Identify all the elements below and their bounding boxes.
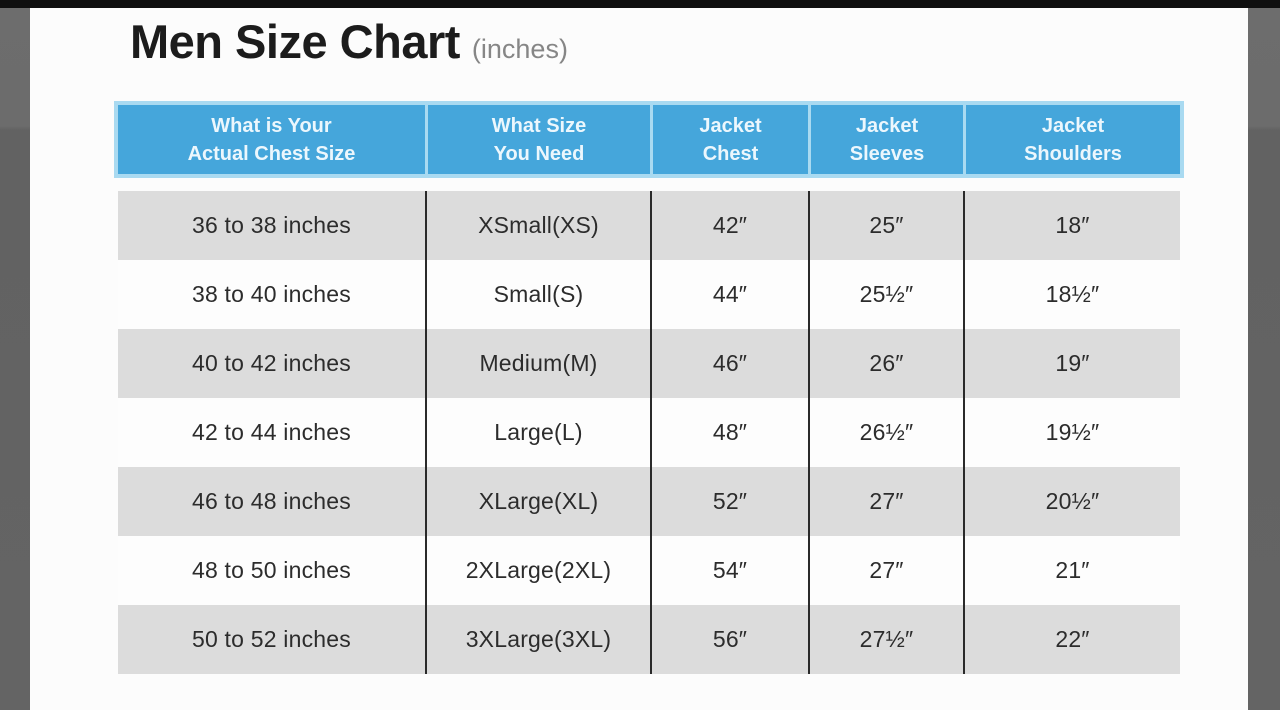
table-row: 48 to 50 inches 2XLarge(2XL) 54″ 27″ 21″ — [118, 536, 1180, 605]
table-cell: 27″ — [808, 467, 963, 536]
table-cell: 18½″ — [963, 260, 1180, 329]
men-size-chart-table: What is Your Actual Chest Size What Size… — [114, 101, 1184, 674]
table-cell: 26″ — [808, 329, 963, 398]
table-cell: 46″ — [650, 329, 808, 398]
page-title-unit: (inches) — [471, 34, 568, 64]
header-line: Shoulders — [1024, 142, 1122, 165]
page-title-main: Men Size Chart — [130, 15, 460, 68]
table-cell: XSmall(XS) — [425, 191, 650, 260]
table-cell: 21″ — [963, 536, 1180, 605]
header-line: Jacket — [1041, 114, 1105, 137]
header-line: What is Your — [211, 114, 332, 137]
header-cell-jacket-shoulders: Jacket Shoulders — [963, 105, 1180, 174]
table-cell: 3XLarge(3XL) — [425, 605, 650, 674]
table-cell: 19″ — [963, 329, 1180, 398]
table-cell: 18″ — [963, 191, 1180, 260]
table-cell: 52″ — [650, 467, 808, 536]
table-row: 38 to 40 inches Small(S) 44″ 25½″ 18½″ — [118, 260, 1180, 329]
letterbox-right-bar — [1248, 8, 1280, 710]
table-cell: 26½″ — [808, 398, 963, 467]
table-row: 46 to 48 inches XLarge(XL) 52″ 27″ 20½″ — [118, 467, 1180, 536]
table-cell: 27″ — [808, 536, 963, 605]
table-cell: Medium(M) — [425, 329, 650, 398]
header-line: Sleeves — [849, 142, 925, 165]
table-cell: XLarge(XL) — [425, 467, 650, 536]
table-cell: 22″ — [963, 605, 1180, 674]
table-cell: 42″ — [650, 191, 808, 260]
table-cell: 2XLarge(2XL) — [425, 536, 650, 605]
table-cell: 48″ — [650, 398, 808, 467]
table-cell: 25½″ — [808, 260, 963, 329]
table-cell: 27½″ — [808, 605, 963, 674]
page-title: Men Size Chart (inches) — [130, 14, 568, 69]
table-cell: 36 to 38 inches — [191, 212, 351, 238]
table-row: 36 to 38 inches XSmall(XS) 42″ 25″ 18″ — [118, 191, 1180, 260]
table-cell: 50 to 52 inches — [191, 626, 351, 652]
table-row: 40 to 42 inches Medium(M) 46″ 26″ 19″ — [118, 329, 1180, 398]
table-cell: 54″ — [650, 536, 808, 605]
header-line: You Need — [493, 142, 585, 165]
table-cell: 44″ — [650, 260, 808, 329]
table-cell: 25″ — [808, 191, 963, 260]
size-table-body: 36 to 38 inches XSmall(XS) 42″ 25″ 18″ 38 to … — [118, 191, 1180, 674]
header-cell-size-you-need: What Size You Need — [425, 105, 650, 174]
table-cell: 40 to 42 inches — [191, 350, 351, 376]
table-cell: 20½″ — [963, 467, 1180, 536]
header-line: Jacket — [699, 114, 762, 137]
header-cell-actual-chest-size: What is Your Actual Chest Size — [118, 105, 425, 174]
size-table-header-row: What is Your Actual Chest Size What Size… — [114, 101, 1184, 178]
table-cell: 48 to 50 inches — [191, 557, 351, 583]
table-cell: Small(S) — [425, 260, 650, 329]
header-line: What Size — [491, 114, 587, 137]
table-cell: Large(L) — [425, 398, 650, 467]
header-line: Actual Chest Size — [187, 142, 356, 165]
table-cell: 46 to 48 inches — [191, 488, 351, 514]
header-cell-jacket-sleeves: Jacket Sleeves — [808, 105, 963, 174]
table-cell: 56″ — [650, 605, 808, 674]
letterbox-left-bar — [0, 8, 30, 710]
letterbox-top-bar — [0, 0, 1280, 8]
header-cell-jacket-chest: Jacket Chest — [650, 105, 808, 174]
table-row: 42 to 44 inches Large(L) 48″ 26½″ 19½″ — [118, 398, 1180, 467]
table-cell: 42 to 44 inches — [191, 419, 351, 445]
header-line: Jacket — [855, 114, 919, 137]
table-cell: 19½″ — [963, 398, 1180, 467]
table-row: 50 to 52 inches 3XLarge(3XL) 56″ 27½″ 22″ — [118, 605, 1180, 674]
table-cell: 38 to 40 inches — [191, 281, 351, 307]
header-line: Chest — [702, 142, 759, 165]
